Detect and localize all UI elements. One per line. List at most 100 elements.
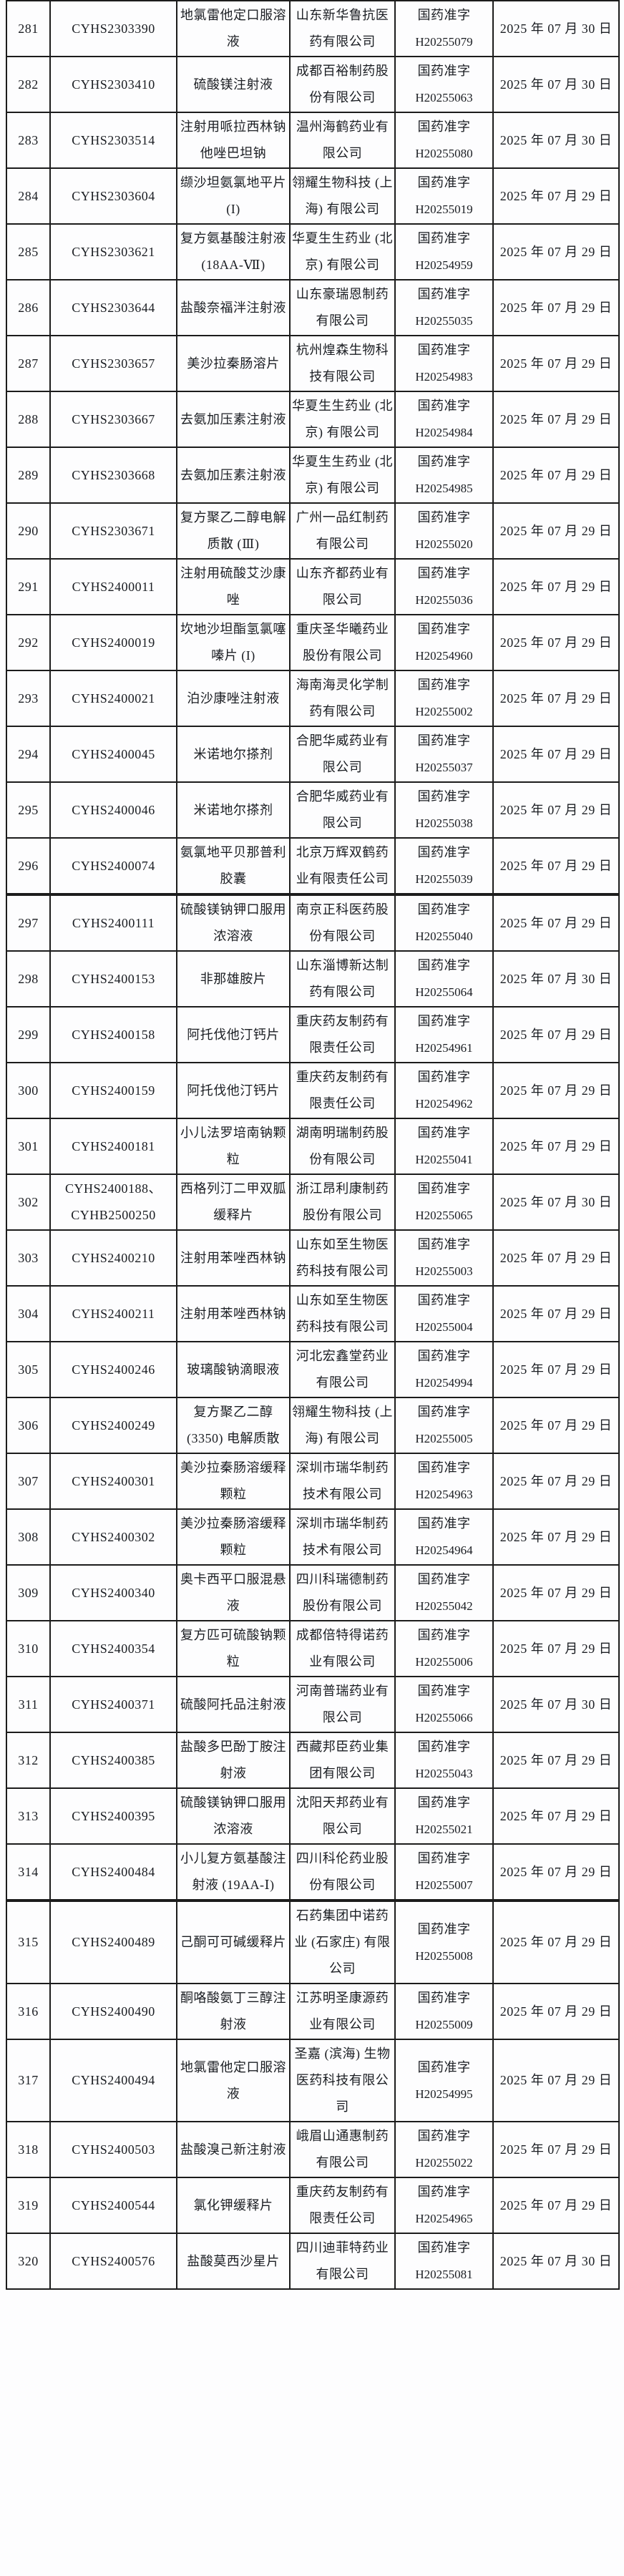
drug-name-cell: 复方匹可硫酸钠颗粒 <box>176 1620 291 1677</box>
manufacturer-cell: 河南普瑞药业有限公司 <box>289 1676 396 1733</box>
row-number-cell: 299 <box>6 1006 51 1063</box>
approval-date-cell: 2025 年 07 月 29 日 <box>492 1006 620 1063</box>
drug-name-cell: 阿托伐他汀钙片 <box>176 1062 291 1119</box>
license-prefix: 国药准字 <box>417 733 471 748</box>
manufacturer-cell: 成都倍特得诺药业有限公司 <box>289 1620 396 1677</box>
table-row: 317 CYHS2400494 地氯雷他定口服溶液 圣嘉 (滨海) 生物医药科技… <box>6 2039 620 2122</box>
approval-date-cell: 2025 年 07 月 29 日 <box>492 614 620 671</box>
approval-license-cell: 国药准字 H20255043 <box>394 1732 494 1789</box>
table-row: 300 CYHS2400159 阿托伐他汀钙片 重庆药友制药有限责任公司 国药准… <box>6 1062 620 1119</box>
table-row: 295 CYHS2400046 米诺地尔搽剂 合肥华威药业有限公司 国药准字 H… <box>6 781 620 839</box>
manufacturer-cell: 石药集团中诺药业 (石家庄) 有限公司 <box>289 1900 396 1984</box>
approval-license-cell: 国药准字 H20255003 <box>394 1229 494 1287</box>
table-row: 309 CYHS2400340 奥卡西平口服混悬液 四川科瑞德制药股份有限公司 … <box>6 1564 620 1621</box>
table-row: 281 CYHS2303390 地氯雷他定口服溶液 山东新华鲁抗医药有限公司 国… <box>6 0 620 57</box>
approval-date-cell: 2025 年 07 月 29 日 <box>492 1062 620 1119</box>
manufacturer-cell: 北京万辉双鹤药业有限责任公司 <box>289 837 396 896</box>
manufacturer-cell: 海南海灵化学制药有限公司 <box>289 670 396 727</box>
table-row: 305 CYHS2400246 玻璃酸钠滴眼液 河北宏鑫堂药业有限公司 国药准字… <box>6 1341 620 1398</box>
manufacturer-cell: 四川科瑞德制药股份有限公司 <box>289 1564 396 1621</box>
manufacturer-cell: 山东如至生物医药科技有限公司 <box>289 1229 396 1287</box>
approval-license-cell: 国药准字 H20254984 <box>394 391 494 448</box>
license-prefix: 国药准字 <box>417 510 471 525</box>
drug-name-cell: 阿托伐他汀钙片 <box>176 1006 291 1063</box>
approval-date-cell: 2025 年 07 月 29 日 <box>492 781 620 839</box>
approval-date-cell: 2025 年 07 月 30 日 <box>492 56 620 113</box>
row-number-cell: 300 <box>6 1062 51 1119</box>
license-prefix: 国药准字 <box>417 64 471 78</box>
table-row: 285 CYHS2303621 复方氨基酸注射液 (18AA-Ⅶ) 华夏生生药业… <box>6 223 620 280</box>
license-prefix: 国药准字 <box>417 119 471 134</box>
license-prefix: 国药准字 <box>417 343 471 357</box>
table-row: 301 CYHS2400181 小儿法罗培南钠颗粒 湖南明瑞制药股份有限公司 国… <box>6 1118 620 1175</box>
approval-license-cell: 国药准字 H20255040 <box>394 894 494 952</box>
drug-name-cell: 己酮可可碱缓释片 <box>176 1900 291 1984</box>
table-row: 315 CYHS2400489 己酮可可碱缓释片 石药集团中诺药业 (石家庄) … <box>6 1900 620 1984</box>
row-number-cell: 296 <box>6 837 51 896</box>
row-number-cell: 309 <box>6 1564 51 1621</box>
table-row: 291 CYHS2400011 注射用硫酸艾沙康唑 山东齐都药业有限公司 国药准… <box>6 558 620 615</box>
manufacturer-cell: 圣嘉 (滨海) 生物医药科技有限公司 <box>289 2039 396 2122</box>
table-row: 287 CYHS2303657 美沙拉秦肠溶片 杭州煌森生物科技有限公司 国药准… <box>6 335 620 392</box>
approval-license-cell: 国药准字 H20254959 <box>394 223 494 280</box>
license-number: H20254960 <box>415 649 473 663</box>
row-number-cell: 318 <box>6 2121 51 2178</box>
license-prefix: 国药准字 <box>417 2059 471 2074</box>
manufacturer-cell: 重庆药友制药有限责任公司 <box>289 1062 396 1119</box>
license-number: H20254965 <box>415 2212 473 2225</box>
drug-name-cell: 小儿复方氨基酸注射液 (19AA-Ⅰ) <box>176 1843 291 1902</box>
drug-name-cell: 复方聚乙二醇 (3350) 电解质散 <box>176 1397 291 1454</box>
table-row: 318 CYHS2400503 盐酸溴己新注射液 峨眉山通惠制药有限公司 国药准… <box>6 2121 620 2178</box>
approval-date-cell: 2025 年 07 月 29 日 <box>492 502 620 560</box>
manufacturer-cell: 四川科伦药业股份有限公司 <box>289 1843 396 1902</box>
license-number: H20255022 <box>415 2156 473 2170</box>
drug-name-cell: 氨氯地平贝那普利胶囊 <box>176 837 291 896</box>
approval-license-cell: 国药准字 H20255036 <box>394 558 494 615</box>
approval-date-cell: 2025 年 07 月 29 日 <box>492 1983 620 2040</box>
license-number: H20255040 <box>415 930 473 943</box>
license-number: H20255081 <box>415 2268 473 2281</box>
license-prefix: 国药准字 <box>417 2185 471 2199</box>
row-number-cell: 282 <box>6 56 51 113</box>
registration-number-cell: CYHS2303668 <box>49 447 177 504</box>
approval-date-cell: 2025 年 07 月 30 日 <box>492 950 620 1008</box>
table-row: 306 CYHS2400249 复方聚乙二醇 (3350) 电解质散 翎耀生物科… <box>6 1397 620 1454</box>
drug-name-cell: 去氨加压素注射液 <box>176 447 291 504</box>
row-number-cell: 285 <box>6 223 51 280</box>
license-number: H20255008 <box>415 1948 473 1963</box>
approval-license-cell: 国药准字 H20254985 <box>394 447 494 504</box>
approval-license-cell: 国药准字 H20254994 <box>394 1341 494 1398</box>
table-row: 292 CYHS2400019 坎地沙坦酯氢氯噻嗪片 (I) 重庆圣华曦药业股份… <box>6 614 620 671</box>
approval-license-cell: 国药准字 H20255021 <box>394 1787 494 1845</box>
registration-number-cell: CYHS2400494 <box>49 2039 177 2122</box>
approval-date-cell: 2025 年 07 月 29 日 <box>492 279 620 336</box>
license-number: H20255063 <box>415 91 473 104</box>
registration-number-cell: CYHS2303657 <box>49 335 177 392</box>
row-number-cell: 286 <box>6 279 51 336</box>
approval-license-cell: 国药准字 H20255066 <box>394 1676 494 1733</box>
row-number-cell: 295 <box>6 781 51 839</box>
row-number-cell: 305 <box>6 1341 51 1398</box>
registration-number-cell: CYHS2400249 <box>49 1397 177 1454</box>
table-row: 319 CYHS2400544 氯化钾缓释片 重庆药友制药有限责任公司 国药准字… <box>6 2177 620 2234</box>
drug-name-cell: 注射用苯唑西林钠 <box>176 1285 291 1342</box>
drug-name-cell: 氯化钾缓释片 <box>176 2177 291 2234</box>
drug-name-cell: 非那雄胺片 <box>176 950 291 1008</box>
row-number-cell: 307 <box>6 1453 51 1510</box>
approval-date-cell: 2025 年 07 月 29 日 <box>492 1843 620 1902</box>
license-prefix: 国药准字 <box>417 566 471 580</box>
registration-number-cell: CYHS2303604 <box>49 167 177 225</box>
approval-license-cell: 国药准字 H20255007 <box>394 1843 494 1902</box>
license-prefix: 国药准字 <box>417 231 471 245</box>
table-row: 312 CYHS2400385 盐酸多巴酚丁胺注射液 西藏邦臣药业集团有限公司 … <box>6 1732 620 1789</box>
table-row: 293 CYHS2400021 泊沙康唑注射液 海南海灵化学制药有限公司 国药准… <box>6 670 620 727</box>
license-number: H20255006 <box>415 1655 473 1669</box>
approval-date-cell: 2025 年 07 月 30 日 <box>492 1676 620 1733</box>
registration-number-cell: CYHS2400188、CYHB2500250 <box>49 1174 177 1231</box>
manufacturer-cell: 重庆药友制药有限责任公司 <box>289 2177 396 2234</box>
license-number: H20255066 <box>415 1711 473 1724</box>
table-row: 310 CYHS2400354 复方匹可硫酸钠颗粒 成都倍特得诺药业有限公司 国… <box>6 1620 620 1677</box>
row-number-cell: 315 <box>6 1900 51 1984</box>
registration-number-cell: CYHS2400301 <box>49 1453 177 1510</box>
manufacturer-cell: 山东如至生物医药科技有限公司 <box>289 1285 396 1342</box>
